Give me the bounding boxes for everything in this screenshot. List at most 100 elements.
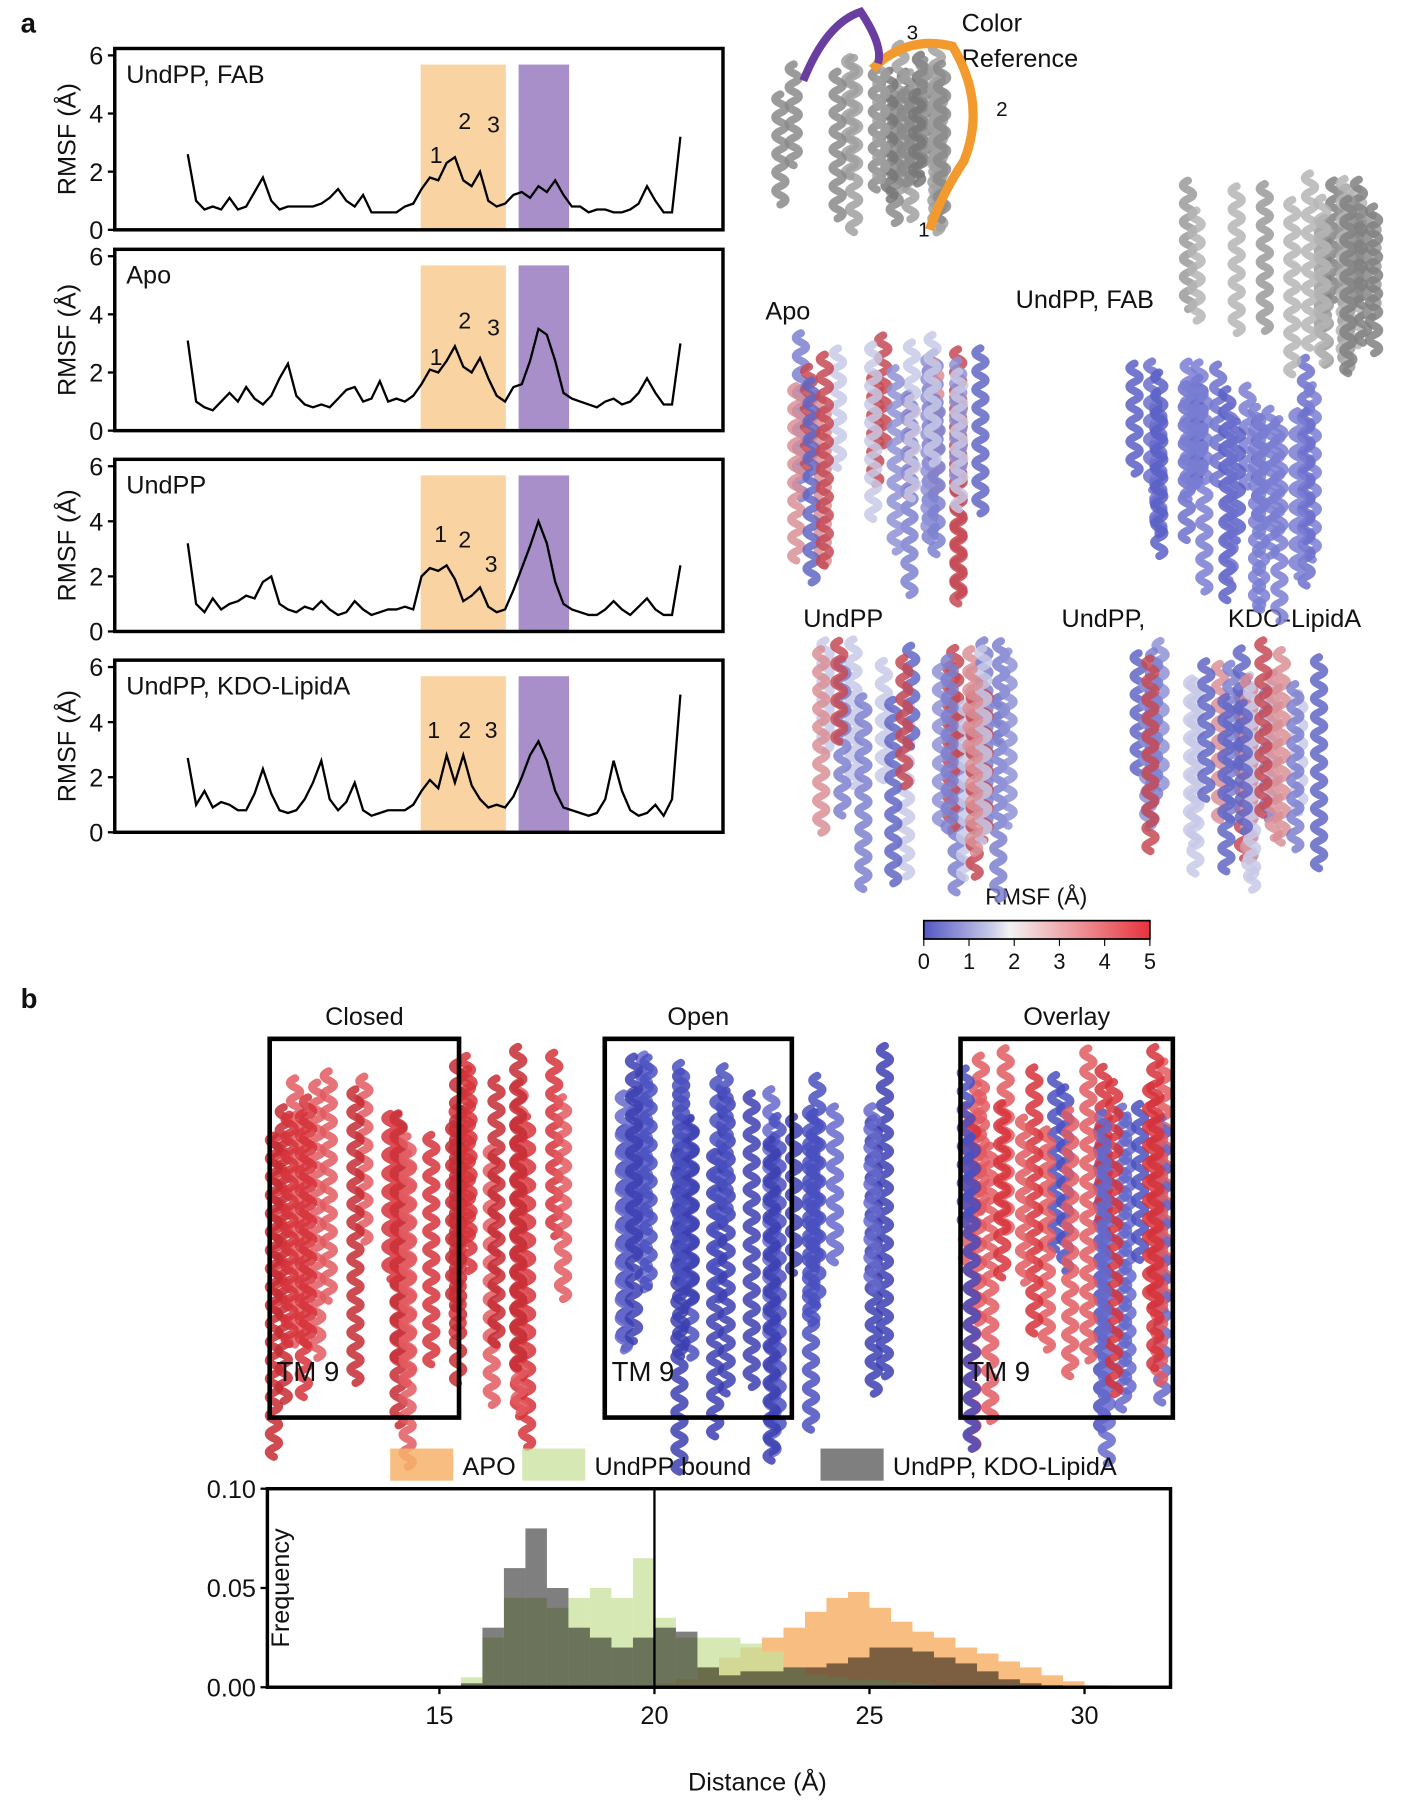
histogram-bar	[847, 1657, 870, 1688]
protein-cartoon	[487, 1074, 506, 1349]
protein-cartoon	[1125, 359, 1144, 478]
histogram-bar	[460, 1677, 483, 1688]
protein-cartoon	[1061, 1105, 1080, 1381]
protein-cartoon	[1217, 692, 1236, 876]
histogram-bar	[912, 1651, 934, 1688]
protein-cartoon	[771, 90, 790, 209]
protein-cartoon	[874, 656, 893, 785]
conformation-title: Closed	[325, 1003, 404, 1031]
protein-cartoon	[717, 1086, 736, 1398]
histogram-bar	[933, 1657, 956, 1688]
rmsf-line	[186, 326, 682, 412]
protein-cartoon	[1264, 668, 1283, 842]
conformation-frame	[958, 1036, 1176, 1420]
y-tick-label: 2	[89, 764, 103, 792]
y-tick-label: 4	[89, 302, 103, 330]
histogram-bar	[761, 1671, 784, 1688]
plot-frame	[113, 658, 725, 835]
protein-cartoon	[841, 53, 860, 181]
histogram-bar	[804, 1667, 827, 1688]
protein-cartoon	[554, 1093, 573, 1304]
protein-cartoon	[1254, 636, 1273, 819]
y-tick-label: 2	[89, 360, 103, 388]
y-tick-label: 6	[89, 243, 103, 271]
protein-cartoon	[868, 38, 978, 232]
panel-title: UndPP, FAB	[126, 61, 264, 89]
protein-cartoon	[1141, 654, 1160, 856]
legend-label: UndPP, KDO-LipidA	[893, 1453, 1117, 1481]
protein-cartoon	[999, 647, 1018, 830]
histogram-bar	[869, 1647, 891, 1688]
histogram-bar	[1063, 1681, 1085, 1688]
protein-cartoon	[854, 692, 873, 894]
panel-label: b	[21, 983, 38, 1014]
protein-cartoon	[1197, 657, 1216, 803]
highlight-band	[518, 265, 570, 431]
protein-cartoon	[1079, 1044, 1098, 1365]
histogram-bar	[503, 1568, 526, 1688]
protein-cartoon	[801, 1104, 821, 1434]
protein-cartoon	[671, 1058, 691, 1288]
protein-cartoon	[874, 331, 893, 450]
plot-frame	[113, 457, 725, 634]
annotation: 2	[458, 527, 471, 553]
annotation: 3	[487, 111, 500, 137]
protein-cartoon	[864, 340, 883, 523]
legend-swatch	[390, 1448, 454, 1481]
reference-mark: 3	[907, 21, 918, 44]
structure-label: Apo	[765, 297, 810, 325]
protein-cartoon	[993, 1098, 1012, 1282]
colorbar-tick-label: 2	[1008, 949, 1020, 974]
x-tick-label: 15	[425, 1702, 453, 1730]
protein-cartoon	[1179, 357, 1198, 504]
histogram-bar	[955, 1663, 978, 1688]
y-tick-label: 0	[89, 217, 103, 245]
protein-cartoon	[715, 1062, 734, 1227]
annotation: 2	[458, 717, 471, 743]
histogram-bar	[697, 1667, 719, 1688]
protein-cartoon	[1129, 649, 1148, 777]
protein-cartoon	[784, 60, 803, 170]
rmsf-line	[186, 136, 682, 214]
histogram-bar	[1041, 1675, 1064, 1688]
protein-cartoon	[1310, 653, 1329, 873]
annotation: 3	[485, 717, 498, 743]
x-tick-label: 30	[1070, 1702, 1098, 1730]
protein-cartoon	[1195, 385, 1214, 596]
protein-cartoon	[825, 1102, 844, 1267]
annotation: 1	[430, 344, 443, 370]
protein-cartoon	[1300, 169, 1320, 352]
histogram-bar	[740, 1671, 762, 1688]
y-tick-label: 0.00	[207, 1674, 256, 1702]
protein-cartoon	[1313, 193, 1332, 367]
protein-cartoon	[614, 1089, 633, 1355]
reference-mark: 1	[918, 219, 929, 242]
histogram-bar	[718, 1637, 741, 1688]
protein-cartoon	[482, 1143, 501, 1410]
protein-cartoon	[399, 1149, 418, 1387]
protein-cartoon	[1186, 676, 1205, 878]
y-tick-label: 2	[89, 159, 103, 187]
protein-cartoon	[299, 1093, 318, 1350]
protein-cartoon	[981, 1141, 1000, 1426]
protein-cartoon	[1297, 407, 1316, 590]
structures	[264, 6, 1384, 1476]
plot-frame	[265, 1486, 1173, 1689]
protein-cartoon	[828, 67, 847, 223]
protein-cartoon	[787, 382, 806, 565]
y-tick-label: 6	[89, 453, 103, 481]
protein-cartoon	[681, 1113, 700, 1306]
protein-cartoon	[1015, 1113, 1034, 1287]
legend-label: UndPP bound	[594, 1453, 751, 1481]
protein-cartoon	[545, 1048, 564, 1241]
protein-cartoon	[1227, 182, 1246, 338]
protein-cartoon	[264, 1131, 283, 1461]
colorbar	[922, 919, 1151, 940]
histogram-bar	[977, 1671, 999, 1688]
protein-cartoon	[815, 350, 834, 570]
y-tick-label: 0	[89, 418, 103, 446]
protein-cartoon	[624, 1052, 644, 1346]
reference-mark: 2	[996, 98, 1007, 121]
annotation: 1	[434, 521, 447, 547]
protein-cartoon	[875, 1041, 894, 1381]
